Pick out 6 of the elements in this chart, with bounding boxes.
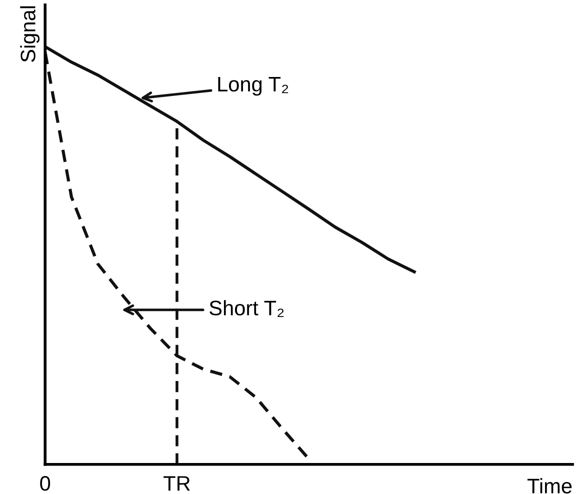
x-tick-label: 0 — [40, 476, 50, 491]
annotation: Short T₂ — [210, 300, 284, 317]
annotation: Long T₂ — [218, 77, 288, 96]
x-axis-title: Time — [527, 478, 572, 494]
x-tick-label: TR — [164, 476, 190, 491]
y-axis-title: Signal — [20, 6, 40, 62]
